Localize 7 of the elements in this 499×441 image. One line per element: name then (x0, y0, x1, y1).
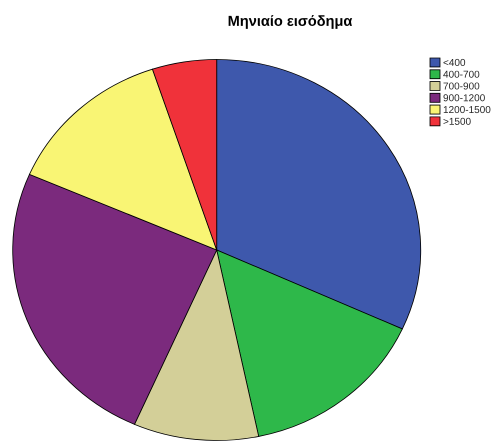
legend-label: >1500 (443, 118, 471, 125)
legend-label: 900-1200 (443, 94, 485, 102)
chart-title: Μηνιαίο εισόδημα (228, 15, 352, 29)
legend-label: 400-700 (443, 70, 480, 78)
legend-label: <400 (443, 58, 466, 66)
legend-label: 1200-1500 (444, 106, 490, 114)
legend-label: 700-900 (444, 82, 480, 90)
